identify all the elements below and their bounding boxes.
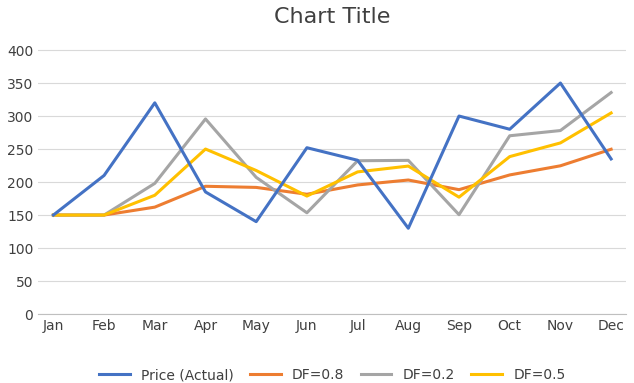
DF=0.8 (202, 184, 209, 188)
Price (Actual) (202, 190, 209, 194)
DF=0.2 (455, 213, 463, 217)
DF=0.5 (252, 168, 260, 173)
DF=0.2 (252, 175, 260, 180)
Price (Actual) (252, 219, 260, 224)
Line: DF=0.2: DF=0.2 (53, 93, 611, 215)
DF=0.5 (151, 193, 158, 198)
DF=0.8 (252, 185, 260, 190)
Legend: Price (Actual), DF=0.8, DF=0.2, DF=0.5: Price (Actual), DF=0.8, DF=0.2, DF=0.5 (94, 363, 571, 383)
Price (Actual) (506, 127, 514, 131)
DF=0.2 (202, 117, 209, 121)
DF=0.2 (557, 128, 564, 133)
DF=0.5 (100, 213, 108, 217)
DF=0.8 (100, 213, 108, 217)
DF=0.5 (202, 147, 209, 151)
Line: DF=0.5: DF=0.5 (53, 113, 611, 215)
Price (Actual) (607, 157, 615, 161)
DF=0.5 (506, 154, 514, 159)
DF=0.2 (607, 90, 615, 95)
DF=0.5 (455, 195, 463, 200)
DF=0.5 (49, 213, 57, 217)
DF=0.2 (303, 211, 311, 215)
Price (Actual) (49, 213, 57, 217)
DF=0.8 (455, 187, 463, 192)
DF=0.8 (151, 205, 158, 210)
DF=0.2 (49, 213, 57, 217)
DF=0.5 (354, 170, 361, 174)
DF=0.8 (49, 213, 57, 217)
DF=0.8 (303, 192, 311, 196)
Title: Chart Title: Chart Title (274, 7, 391, 27)
DF=0.8 (354, 183, 361, 187)
Price (Actual) (303, 146, 311, 150)
Price (Actual) (151, 101, 158, 105)
DF=0.8 (506, 173, 514, 177)
DF=0.5 (557, 141, 564, 145)
DF=0.5 (404, 164, 412, 169)
Price (Actual) (100, 173, 108, 178)
Price (Actual) (354, 158, 361, 162)
DF=0.8 (404, 178, 412, 182)
Line: DF=0.8: DF=0.8 (53, 149, 611, 215)
DF=0.2 (100, 213, 108, 217)
DF=0.2 (506, 133, 514, 138)
Line: Price (Actual): Price (Actual) (53, 83, 611, 228)
DF=0.5 (303, 194, 311, 198)
Price (Actual) (404, 226, 412, 231)
DF=0.2 (404, 158, 412, 163)
DF=0.5 (607, 111, 615, 115)
Price (Actual) (455, 114, 463, 118)
Price (Actual) (557, 81, 564, 85)
DF=0.8 (607, 147, 615, 152)
DF=0.8 (557, 164, 564, 168)
DF=0.2 (151, 181, 158, 186)
DF=0.2 (354, 159, 361, 163)
